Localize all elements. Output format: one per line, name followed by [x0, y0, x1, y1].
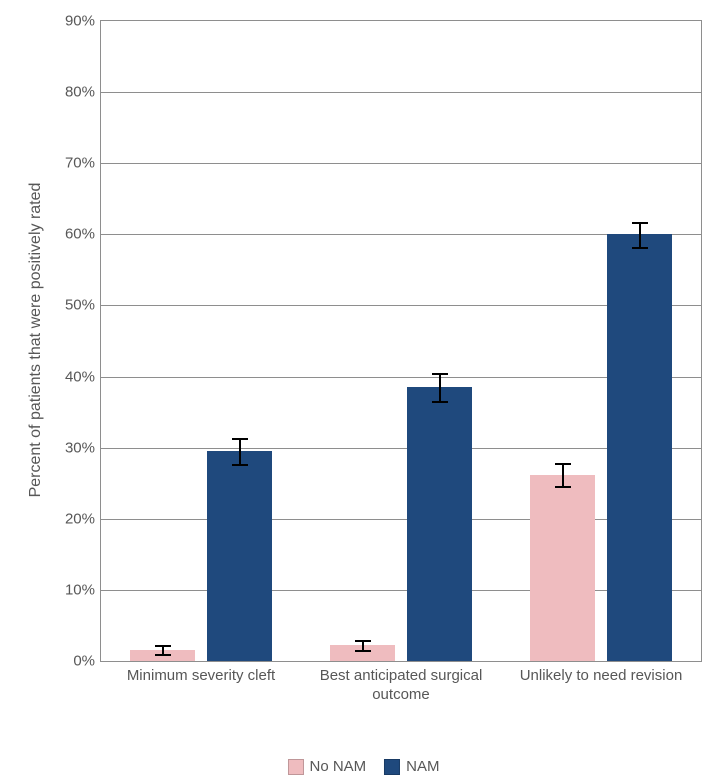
y-tick-label: 60%: [65, 226, 101, 243]
errorbar-cap: [632, 222, 648, 224]
errorbar-cap: [555, 486, 571, 488]
legend-item-no-nam: No NAM: [287, 758, 366, 775]
y-tick-label: 30%: [65, 439, 101, 456]
y-tick-label: 0%: [73, 653, 101, 670]
legend: No NAM NAM: [287, 758, 439, 775]
y-tick-label: 10%: [65, 581, 101, 598]
x-category-label: Unlikely to need revision: [501, 661, 701, 686]
x-category-label: Minimum severity cleft: [101, 661, 301, 686]
bar: [407, 387, 472, 661]
errorbar-cap: [355, 650, 371, 652]
gridline: [101, 92, 701, 93]
legend-label-no-nam: No NAM: [309, 758, 366, 775]
y-tick-label: 50%: [65, 297, 101, 314]
errorbar-cap: [555, 463, 571, 465]
x-category-label: Best anticipated surgicaloutcome: [301, 661, 501, 705]
gridline: [101, 163, 701, 164]
bar: [207, 451, 272, 661]
errorbar-cap: [155, 654, 171, 656]
errorbar-stem: [439, 373, 441, 401]
legend-label-nam: NAM: [406, 758, 439, 775]
errorbar-cap: [432, 373, 448, 375]
errorbar-stem: [239, 438, 241, 464]
errorbar-cap: [155, 645, 171, 647]
y-tick-label: 80%: [65, 84, 101, 101]
y-axis-title: Percent of patients that were positively…: [27, 183, 45, 498]
errorbar-stem: [639, 222, 641, 248]
y-tick-label: 40%: [65, 368, 101, 385]
errorbar-cap: [232, 464, 248, 466]
errorbar-cap: [432, 401, 448, 403]
y-tick-label: 20%: [65, 510, 101, 527]
y-tick-label: 70%: [65, 155, 101, 172]
errorbar-stem: [562, 463, 564, 486]
errorbar-cap: [355, 640, 371, 642]
bar: [530, 475, 595, 661]
errorbar-cap: [232, 438, 248, 440]
errorbar-cap: [632, 247, 648, 249]
grouped-bar-chart: Percent of patients that were positively…: [0, 0, 727, 783]
legend-swatch-no-nam: [287, 759, 303, 775]
y-tick-label: 90%: [65, 13, 101, 30]
bar: [607, 234, 672, 661]
legend-item-nam: NAM: [384, 758, 439, 775]
plot-area: 0%10%20%30%40%50%60%70%80%90%Minimum sev…: [100, 20, 702, 662]
legend-swatch-nam: [384, 759, 400, 775]
